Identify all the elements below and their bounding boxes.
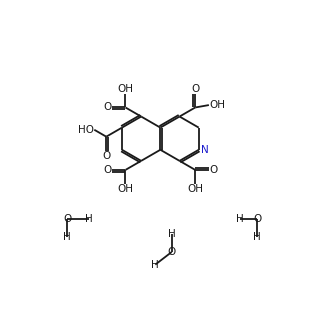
Text: O: O bbox=[63, 214, 71, 224]
Text: H: H bbox=[236, 214, 244, 224]
Text: O: O bbox=[102, 150, 111, 161]
Text: OH: OH bbox=[187, 184, 203, 194]
Text: O: O bbox=[209, 165, 217, 175]
Text: H: H bbox=[168, 229, 176, 239]
Text: O: O bbox=[168, 247, 176, 257]
Text: OH: OH bbox=[209, 100, 225, 110]
Text: H: H bbox=[63, 232, 71, 242]
Text: H: H bbox=[253, 232, 261, 242]
Text: HO: HO bbox=[78, 125, 94, 135]
Text: OH: OH bbox=[118, 84, 133, 94]
Text: H: H bbox=[85, 214, 92, 224]
Text: O: O bbox=[253, 214, 261, 224]
Text: N: N bbox=[201, 145, 209, 155]
Text: O: O bbox=[104, 165, 112, 175]
Text: O: O bbox=[104, 102, 112, 112]
Text: O: O bbox=[191, 84, 199, 94]
Text: H: H bbox=[151, 260, 159, 269]
Text: OH: OH bbox=[118, 184, 133, 194]
